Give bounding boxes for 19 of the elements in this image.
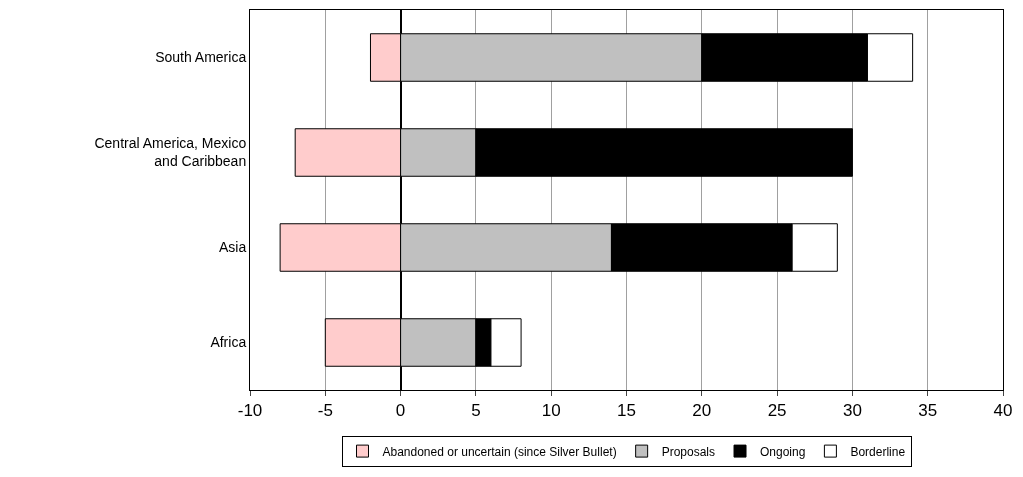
legend-label: Abandoned or uncertain (since Silver Bullet) [382,444,617,459]
legend-label: Borderline [850,444,906,459]
x-tick-label: 30 [842,401,862,421]
x-tick-label: -10 [237,401,263,421]
x-tick-label: 15 [617,401,636,421]
x-tick-label: 10 [541,401,561,421]
y-tick-label: South America [155,49,247,66]
x-tick-label: 35 [918,401,938,421]
x-tick-label: -5 [317,401,333,421]
legend-label: Ongoing [760,444,806,459]
x-tick-label: 5 [471,401,481,421]
legend-label: Proposals [661,444,716,459]
x-tick-label: 20 [692,401,712,421]
x-tick-label: 0 [395,401,406,421]
y-tick-label: Africa [210,334,247,351]
y-tick-label: Asia [218,239,247,256]
y-tick-label: Central America, Mexico and Caribbean [94,135,247,170]
x-tick-label: 25 [767,401,787,421]
x-tick-label: 40 [993,401,1013,421]
